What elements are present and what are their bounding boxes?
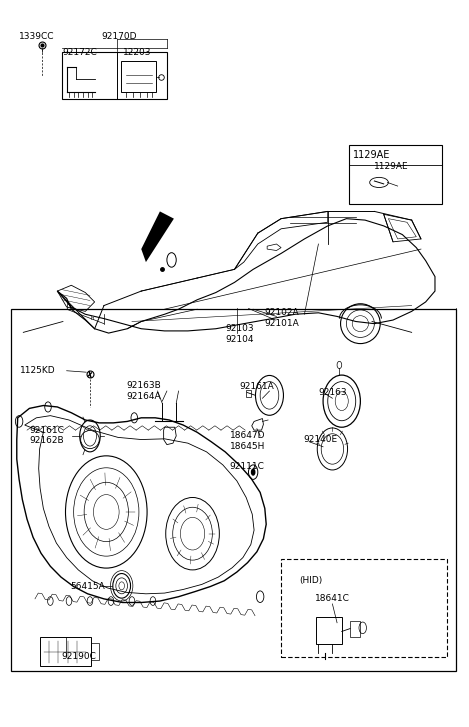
Text: 92140E: 92140E [303, 435, 338, 444]
Text: 92163B: 92163B [126, 381, 161, 390]
Text: 92170D: 92170D [102, 32, 137, 41]
Text: 92190C: 92190C [61, 651, 96, 661]
Text: 92104: 92104 [225, 335, 254, 344]
Text: 92172C: 92172C [62, 47, 97, 57]
Text: 92101A: 92101A [265, 319, 300, 328]
Polygon shape [141, 212, 174, 262]
Text: 1339CC: 1339CC [19, 32, 54, 41]
Text: 92102A: 92102A [265, 308, 299, 317]
Text: (HID): (HID) [299, 577, 322, 585]
Circle shape [251, 468, 256, 475]
Text: 92164A: 92164A [126, 392, 161, 401]
Text: 92161C: 92161C [30, 425, 64, 435]
Text: h: h [91, 316, 94, 321]
Text: 1125KD: 1125KD [20, 366, 56, 375]
Text: 1129AE: 1129AE [353, 150, 391, 160]
Text: 92103: 92103 [225, 324, 254, 333]
Text: 92163: 92163 [318, 388, 347, 397]
Text: 18647D: 18647D [230, 431, 265, 441]
Text: 92161A: 92161A [239, 382, 274, 391]
Text: 12203: 12203 [122, 47, 151, 57]
Text: 18645H: 18645H [230, 442, 265, 451]
Text: 1129AE: 1129AE [374, 162, 409, 171]
Text: 92162B: 92162B [30, 436, 64, 446]
Text: 92111C: 92111C [230, 462, 265, 471]
Text: 18641C: 18641C [315, 595, 349, 603]
Text: 56415A: 56415A [70, 582, 105, 591]
